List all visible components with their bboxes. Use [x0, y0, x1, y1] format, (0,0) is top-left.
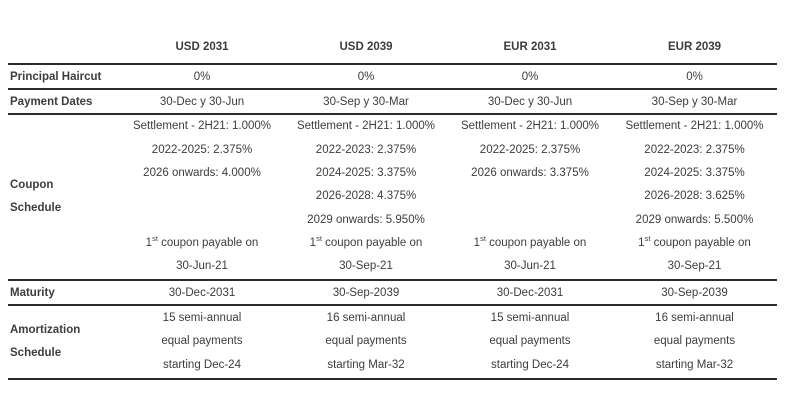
row-payment-dates: Payment Dates 30-Dec y 30-Jun 30-Sep y 3…: [8, 89, 777, 115]
cell-line: starting Dec-24: [491, 358, 569, 371]
cell-amortization-eur-2031: 15 semi-annual equal payments starting Dec…: [448, 305, 612, 380]
cell-payment-dates-usd-2039: 30-Sep y 30-Mar: [284, 89, 448, 115]
cell-maturity-eur-2031: 30-Dec-2031: [448, 280, 612, 306]
cell-line: 30-Sep-21: [667, 260, 722, 273]
cell-line: equal payments: [161, 335, 243, 348]
cell-line: 15 semi-annual: [490, 311, 570, 324]
cell-line: 15 semi-annual: [162, 311, 242, 324]
cell-line: 0%: [686, 70, 703, 83]
cell-payment-dates-usd-2031: 30-Dec y 30-Jun: [120, 89, 284, 115]
cell-line: 2022-2025: 2.375%: [151, 143, 253, 156]
row-label-maturity: Maturity: [8, 280, 120, 306]
cell-amortization-usd-2031: 15 semi-annual equal payments starting Dec…: [120, 305, 284, 380]
column-header-usd-2039: USD 2039: [284, 27, 448, 65]
cell-line: 2022-2023: 2.375%: [315, 143, 417, 156]
cell-principal-haircut-usd-2039: 0%: [284, 64, 448, 90]
cell-line: equal payments: [325, 335, 407, 348]
cell-line: 2022-2025: 2.375%: [479, 143, 581, 156]
cell-line: 30-Dec y 30-Jun: [487, 95, 573, 108]
cell-line: Settlement - 2H21: 1.000%: [460, 120, 600, 133]
row-maturity: Maturity 30-Dec-2031 30-Sep-2039 30-Dec-…: [8, 280, 777, 306]
cell-line: 2026 onwards: 4.000%: [143, 166, 261, 179]
cell-line: 16 semi-annual: [655, 311, 734, 324]
cell-maturity-usd-2039: 30-Sep-2039: [284, 280, 448, 306]
cell-principal-haircut-eur-2039: 0%: [612, 64, 777, 90]
row-label-coupon-schedule: Coupon Schedule: [8, 114, 120, 281]
cell-line: Amortization: [10, 323, 81, 336]
cell-line: 16 semi-annual: [326, 311, 406, 324]
cell-maturity-eur-2039: 30-Sep-2039: [612, 280, 777, 306]
cell-line: [448, 209, 612, 232]
cell-line: 2026 onwards: 3.375%: [471, 166, 589, 179]
cell-maturity-usd-2031: 30-Dec-2031: [120, 280, 284, 306]
cell-line: 30-Sep-2039: [332, 286, 400, 299]
cell-line: [448, 185, 612, 208]
cell-line: 30-Jun-21: [176, 260, 228, 273]
cell-line: 2026-2028: 4.375%: [315, 190, 417, 203]
corner-cell: [8, 27, 120, 65]
cell-line: starting Mar-32: [327, 358, 405, 371]
cell-line: 1st coupon payable on: [145, 234, 259, 250]
cell-coupon-schedule-eur-2031: Settlement - 2H21: 1.000% 2022-2025: 2.37…: [448, 114, 612, 281]
cell-line: Settlement - 2H21: 1.000%: [296, 120, 436, 133]
cell-line: Schedule: [10, 202, 62, 214]
cell-line: 30-Dec-2031: [496, 286, 564, 299]
cell-amortization-eur-2039: 16 semi-annual equal payments starting Mar…: [612, 305, 777, 380]
cell-line: 30-Sep y 30-Mar: [651, 95, 738, 108]
cell-line: 0%: [521, 70, 539, 83]
cell-line: starting Mar-32: [655, 358, 734, 371]
cell-line: Settlement - 2H21: 1.000%: [132, 120, 272, 133]
cell-line: 2026-2028: 3.625%: [644, 190, 745, 203]
cell-line: 2024-2025: 3.375%: [315, 166, 417, 179]
cell-line: 30-Jun-21: [504, 260, 556, 273]
cell-line: 30-Sep-2039: [661, 286, 728, 299]
cell-coupon-schedule-usd-2031: Settlement - 2H21: 1.000% 2022-2025: 2.37…: [120, 114, 284, 281]
row-amortization-schedule: Amortization Schedule 15 semi-annual equal…: [8, 305, 777, 380]
header-row: USD 2031 USD 2039 EUR 2031 EUR 2039: [8, 27, 777, 65]
cell-line: 30-Sep y 30-Mar: [323, 95, 409, 108]
cell-line: Schedule: [10, 347, 62, 359]
cell-line: equal payments: [653, 335, 736, 348]
cell-line: Coupon: [10, 178, 54, 191]
cell-principal-haircut-usd-2031: 0%: [120, 64, 284, 90]
row-principal-haircut: Principal Haircut 0% 0% 0% 0%: [8, 64, 777, 90]
cell-line: 2024-2025: 3.375%: [644, 166, 745, 179]
row-label-payment-dates: Payment Dates: [8, 89, 120, 115]
cell-coupon-schedule-eur-2039: Settlement - 2H21: 1.000% 2022-2023: 2.37…: [612, 114, 777, 281]
cell-line: 2029 onwards: 5.500%: [635, 213, 754, 226]
cell-line: Settlement - 2H21: 1.000%: [625, 120, 764, 133]
cell-line: [120, 185, 284, 208]
bond-terms-table: USD 2031 USD 2039 EUR 2031 EUR 2039 Prin…: [8, 27, 777, 380]
cell-amortization-usd-2039: 16 semi-annual equal payments starting Mar…: [284, 305, 448, 380]
cell-line: Maturity: [10, 286, 55, 299]
column-header-eur-2031: EUR 2031: [448, 27, 612, 65]
cell-line: Principal Haircut: [10, 70, 102, 83]
cell-coupon-schedule-usd-2039: Settlement - 2H21: 1.000% 2022-2023: 2.37…: [284, 114, 448, 281]
row-label-amortization-schedule: Amortization Schedule: [8, 305, 120, 380]
cell-line: [120, 209, 284, 232]
column-header-usd-2031: USD 2031: [120, 27, 284, 65]
cell-line: 1st coupon payable on: [309, 234, 423, 250]
column-header-eur-2039: EUR 2039: [612, 27, 777, 65]
cell-line: equal payments: [489, 335, 571, 348]
cell-line: starting Dec-24: [163, 358, 241, 371]
cell-line: 30-Dec-2031: [168, 286, 236, 299]
row-label-principal-haircut: Principal Haircut: [8, 64, 120, 90]
cell-line: 1st coupon payable on: [638, 234, 751, 250]
cell-line: 30-Dec y 30-Jun: [159, 95, 245, 108]
cell-payment-dates-eur-2031: 30-Dec y 30-Jun: [448, 89, 612, 115]
cell-line: 30-Sep-21: [339, 260, 393, 273]
cell-line: 1st coupon payable on: [473, 234, 587, 250]
row-coupon-schedule: Coupon Schedule Settlement - 2H21: 1.000%…: [8, 114, 777, 281]
cell-line: 0%: [357, 70, 375, 83]
cell-principal-haircut-eur-2031: 0%: [448, 64, 612, 90]
cell-line: 2029 onwards: 5.950%: [307, 213, 425, 226]
cell-payment-dates-eur-2039: 30-Sep y 30-Mar: [612, 89, 777, 115]
cell-line: 0%: [193, 70, 211, 83]
cell-line: Payment Dates: [10, 95, 93, 108]
cell-line: 2022-2023: 2.375%: [644, 143, 745, 156]
